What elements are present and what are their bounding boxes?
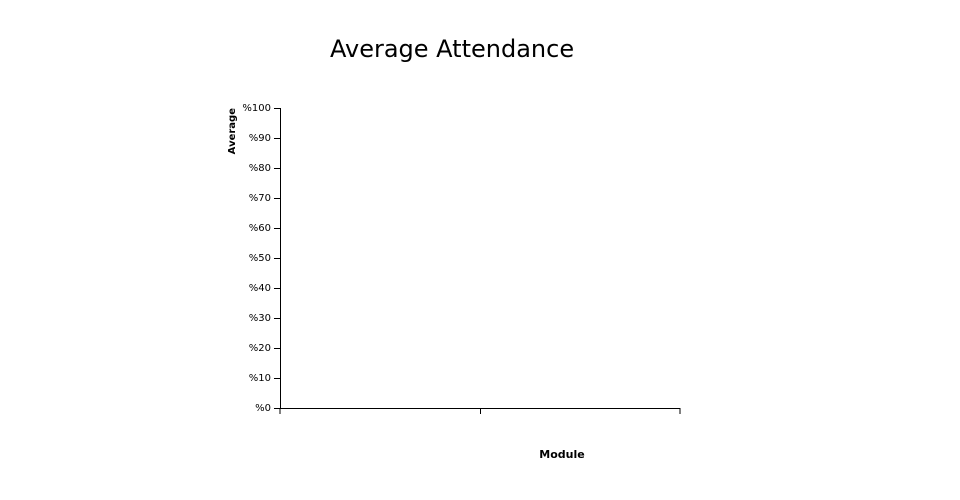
x-axis-label: Module [539,448,584,461]
y-tick-label: %0 [255,403,271,414]
y-tick-label: %40 [249,283,271,294]
y-tick-label: %60 [249,223,271,234]
y-tick-label: %50 [249,253,271,264]
y-tick-label: %30 [249,313,271,324]
chart-title: Average Attendance [330,35,574,63]
y-tick-label: %10 [249,373,271,384]
y-tick-label: %70 [249,193,271,204]
y-axis-label: Average [227,108,238,155]
y-tick-label: %20 [249,343,271,354]
y-tick-label: %80 [249,163,271,174]
y-tick-label: %90 [249,133,271,144]
y-tick-label: %100 [242,103,271,114]
